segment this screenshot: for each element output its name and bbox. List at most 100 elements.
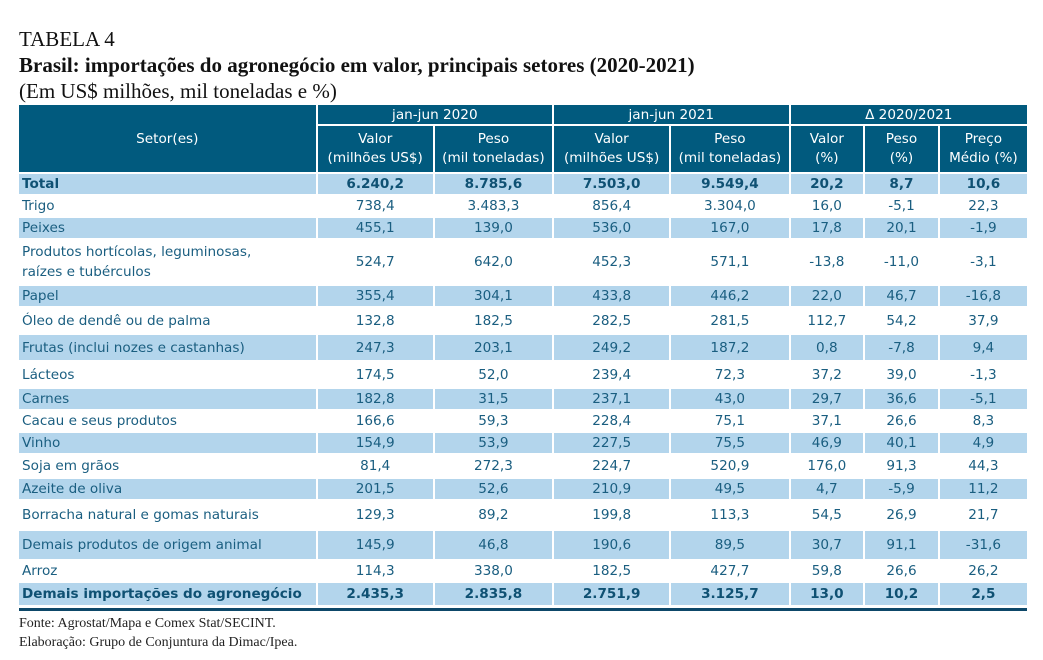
cell-delta-valor: 4,7	[790, 479, 864, 501]
cell-delta-peso: 91,1	[865, 531, 938, 561]
header-group-delta: Δ 2020/2021	[790, 105, 1027, 126]
cell-delta-peso: 26,6	[865, 561, 938, 583]
cell-delta-preco: -3,1	[939, 240, 1027, 286]
cell-delta-preco: 9,4	[939, 335, 1027, 362]
cell-valor-2021: 227,5	[554, 433, 670, 455]
cell-peso-2021: 113,3	[671, 501, 789, 531]
cell-delta-peso: -5,1	[865, 196, 938, 218]
table-row: Borracha natural e gomas naturais 129,3 89…	[19, 501, 1027, 531]
table-subtitle: (Em US$ milhões, mil toneladas e %)	[19, 79, 337, 103]
cell-delta-preco: 2,5	[939, 583, 1027, 607]
cell-delta-preco: -31,6	[939, 531, 1027, 561]
header-delta-peso: Peso (%)	[865, 126, 938, 174]
cell-peso-2021: 427,7	[671, 561, 789, 583]
cell-delta-peso: -11,0	[865, 240, 938, 286]
cell-peso-2021: 167,0	[671, 218, 789, 240]
cell-delta-peso: 20,1	[865, 218, 938, 240]
total-row: Total 6.240,2 8.785,6 7.503,0 9.549,4 20,2 8,7…	[19, 174, 1027, 196]
table-figure: TABELA 4 Brasil: importações do agronegó…	[19, 27, 1029, 652]
header-peso-2020: Peso (mil toneladas)	[434, 126, 553, 174]
table-row: Produtos hortícolas, leguminosas, raízes …	[19, 240, 1027, 286]
cell-peso-2021: 446,2	[671, 286, 789, 308]
elaboration-note: Elaboração: Grupo de Conjuntura da Dimac…	[19, 635, 298, 650]
cell-delta-preco: -5,1	[939, 389, 1027, 411]
table-row: Papel 355,4 304,1 433,8 446,2 22,0 46,7 -16,8	[19, 286, 1027, 308]
header-peso-2021: Peso (mil toneladas)	[671, 126, 789, 174]
cell-delta-peso: 36,6	[865, 389, 938, 411]
header-valor-2020: Valor (milhões US$)	[317, 126, 433, 174]
table-label: TABELA 4	[19, 27, 115, 51]
header-delta-valor: Valor (%)	[790, 126, 864, 174]
cell-setor: Frutas (inclui nozes e castanhas)	[19, 335, 316, 362]
cell-valor-2021: 249,2	[554, 335, 670, 362]
cell-delta-peso: 40,1	[865, 433, 938, 455]
table-row: Trigo 738,4 3.483,3 856,4 3.304,0 16,0 -5,1 22,…	[19, 196, 1027, 218]
cell-peso-2020: 272,3	[434, 455, 553, 479]
cell-delta-valor: 17,8	[790, 218, 864, 240]
cell-valor-2020: 247,3	[317, 335, 433, 362]
cell-delta-valor: 29,7	[790, 389, 864, 411]
cell-peso-2020: 31,5	[434, 389, 553, 411]
cell-delta-valor: 176,0	[790, 455, 864, 479]
cell-delta-peso: 8,7	[865, 174, 938, 196]
cell-setor: Total	[19, 174, 316, 196]
cell-peso-2020: 338,0	[434, 561, 553, 583]
cell-delta-valor: 37,2	[790, 362, 864, 389]
cell-delta-preco: -16,8	[939, 286, 1027, 308]
cell-setor: Cacau e seus produtos	[19, 411, 316, 433]
header-delta-preco: Preço Médio (%)	[939, 126, 1027, 174]
cell-peso-2021: 3.304,0	[671, 196, 789, 218]
cell-delta-preco: 11,2	[939, 479, 1027, 501]
cell-peso-2021: 75,5	[671, 433, 789, 455]
cell-valor-2020: 114,3	[317, 561, 433, 583]
cell-setor: Trigo	[19, 196, 316, 218]
cell-valor-2021: 856,4	[554, 196, 670, 218]
cell-peso-2020: 59,3	[434, 411, 553, 433]
cell-delta-valor: 54,5	[790, 501, 864, 531]
cell-delta-valor: -13,8	[790, 240, 864, 286]
cell-valor-2020: 455,1	[317, 218, 433, 240]
cell-valor-2020: 6.240,2	[317, 174, 433, 196]
table-row: Lácteos 174,5 52,0 239,4 72,3 37,2 39,0 -1,3	[19, 362, 1027, 389]
cell-delta-peso: 54,2	[865, 308, 938, 335]
cell-setor: Arroz	[19, 561, 316, 583]
table-row: Cacau e seus produtos 166,6 59,3 228,4 75,1 3…	[19, 411, 1027, 433]
cell-valor-2020: 129,3	[317, 501, 433, 531]
cell-valor-2020: 182,8	[317, 389, 433, 411]
table-row: Frutas (inclui nozes e castanhas) 247,3 20…	[19, 335, 1027, 362]
cell-peso-2021: 9.549,4	[671, 174, 789, 196]
cell-peso-2021: 89,5	[671, 531, 789, 561]
cell-valor-2020: 2.435,3	[317, 583, 433, 607]
cell-peso-2020: 182,5	[434, 308, 553, 335]
cell-valor-2020: 201,5	[317, 479, 433, 501]
imports-table: Setor(es) jan-jun 2020 jan-jun 2021 Δ 20…	[17, 105, 1029, 607]
table-row: Carnes 182,8 31,5 237,1 43,0 29,7 36,6 -5,1	[19, 389, 1027, 411]
cell-setor: Soja em grãos	[19, 455, 316, 479]
cell-valor-2021: 239,4	[554, 362, 670, 389]
cell-delta-valor: 13,0	[790, 583, 864, 607]
cell-valor-2021: 536,0	[554, 218, 670, 240]
cell-delta-preco: -1,9	[939, 218, 1027, 240]
cell-peso-2021: 75,1	[671, 411, 789, 433]
cell-valor-2021: 190,6	[554, 531, 670, 561]
header-group-2020: jan-jun 2020	[317, 105, 553, 126]
cell-peso-2020: 89,2	[434, 501, 553, 531]
header-setor: Setor(es)	[19, 105, 316, 174]
cell-valor-2021: 210,9	[554, 479, 670, 501]
cell-delta-valor: 0,8	[790, 335, 864, 362]
cell-peso-2020: 139,0	[434, 218, 553, 240]
cell-delta-preco: 26,2	[939, 561, 1027, 583]
demais-row: Demais importações do agronegócio 2.435,3…	[19, 583, 1027, 607]
cell-delta-peso: 91,3	[865, 455, 938, 479]
cell-delta-preco: 37,9	[939, 308, 1027, 335]
table-title: Brasil: importações do agronegócio em va…	[19, 53, 695, 77]
cell-valor-2020: 524,7	[317, 240, 433, 286]
cell-delta-valor: 30,7	[790, 531, 864, 561]
cell-valor-2021: 282,5	[554, 308, 670, 335]
cell-valor-2020: 166,6	[317, 411, 433, 433]
cell-delta-valor: 16,0	[790, 196, 864, 218]
cell-setor: Borracha natural e gomas naturais	[19, 501, 316, 531]
source-note: Fonte: Agrostat/Mapa e Comex Stat/SECINT…	[19, 616, 276, 631]
cell-valor-2020: 174,5	[317, 362, 433, 389]
cell-valor-2020: 355,4	[317, 286, 433, 308]
